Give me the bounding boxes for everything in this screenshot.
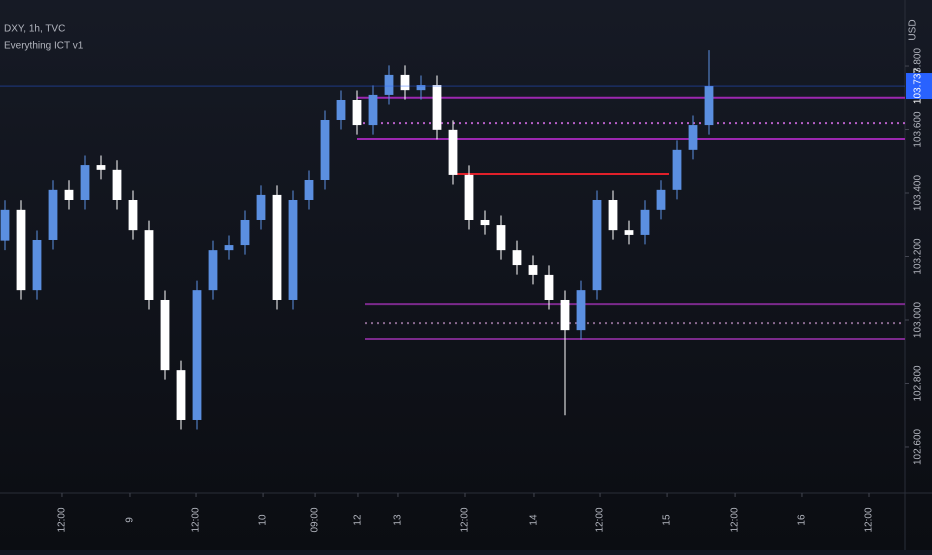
candle-body bbox=[0, 209, 10, 241]
candle-body bbox=[464, 174, 474, 220]
y-tick-label: 103.800 bbox=[913, 48, 924, 85]
candle-body bbox=[368, 94, 378, 126]
x-tick-label: 12:00 bbox=[460, 507, 471, 532]
y-tick-label: 102.800 bbox=[913, 365, 924, 402]
candle-body bbox=[544, 274, 554, 300]
candle-body bbox=[480, 219, 490, 226]
candle-body bbox=[336, 99, 346, 120]
candle-body bbox=[576, 290, 586, 331]
candle-body bbox=[496, 225, 506, 251]
candle-body bbox=[400, 74, 410, 91]
candle-body bbox=[176, 370, 186, 420]
candle-body bbox=[80, 165, 90, 200]
x-tick-label: 12:00 bbox=[57, 507, 68, 532]
x-tick-label: 16 bbox=[797, 514, 808, 526]
candle-body bbox=[640, 209, 650, 235]
x-tick-label: 12:00 bbox=[730, 507, 741, 532]
candle-body bbox=[560, 299, 570, 331]
x-tick-label: 12:00 bbox=[595, 507, 606, 532]
candle-body bbox=[512, 250, 522, 266]
candle-body bbox=[448, 129, 458, 175]
x-tick-label: 12 bbox=[353, 514, 364, 526]
candle-body bbox=[624, 230, 634, 235]
y-tick-label: 103.000 bbox=[913, 301, 924, 338]
candle-body bbox=[160, 299, 170, 371]
indicator-name: Everything ICT v1 bbox=[4, 41, 84, 52]
y-tick-label: 103.600 bbox=[913, 111, 924, 148]
candle-body bbox=[592, 199, 602, 291]
candle-body bbox=[304, 179, 314, 200]
candle-body bbox=[208, 250, 218, 291]
x-tick-label: 09:00 bbox=[310, 507, 321, 532]
candle-body bbox=[240, 219, 250, 246]
candle-body bbox=[288, 199, 298, 300]
candle-body bbox=[672, 149, 682, 190]
x-tick-label: 13 bbox=[393, 514, 404, 526]
candle-body bbox=[256, 194, 266, 220]
candle-body bbox=[528, 265, 538, 275]
candle-body bbox=[352, 99, 362, 126]
candle-body bbox=[224, 245, 234, 251]
candle-body bbox=[608, 199, 618, 231]
candle-body bbox=[48, 189, 58, 240]
candle-body bbox=[112, 169, 122, 200]
chart-title: DXY, 1h, TVC bbox=[4, 24, 65, 35]
candle-body bbox=[32, 239, 42, 291]
x-tick-label: 9 bbox=[125, 517, 136, 523]
x-tick-label: 12:00 bbox=[864, 507, 875, 532]
candle-body bbox=[64, 189, 74, 200]
candle-body bbox=[384, 74, 394, 95]
y-tick-label: 103.400 bbox=[913, 175, 924, 212]
candle-body bbox=[272, 194, 282, 300]
x-tick-label: 15 bbox=[662, 514, 673, 526]
candle-body bbox=[192, 290, 202, 420]
candle-body bbox=[128, 199, 138, 231]
candle-body bbox=[320, 119, 330, 180]
y-axis-label: USD bbox=[908, 19, 919, 40]
candle-body bbox=[656, 189, 666, 210]
x-tick-label: 10 bbox=[258, 514, 269, 526]
candle-body bbox=[704, 86, 714, 126]
x-tick-label: 12:00 bbox=[191, 507, 202, 532]
x-tick-label: 14 bbox=[529, 514, 540, 526]
candle-body bbox=[416, 85, 426, 91]
last-price-label: 103.737 bbox=[913, 68, 924, 105]
candle-body bbox=[144, 230, 154, 300]
y-tick-label: 103.200 bbox=[913, 238, 924, 275]
candle-body bbox=[96, 165, 106, 170]
candle-body bbox=[16, 209, 26, 291]
candle-body bbox=[432, 85, 442, 130]
candle-body bbox=[688, 125, 698, 150]
y-tick-label: 102.600 bbox=[913, 428, 924, 465]
last-price-box bbox=[906, 73, 932, 100]
